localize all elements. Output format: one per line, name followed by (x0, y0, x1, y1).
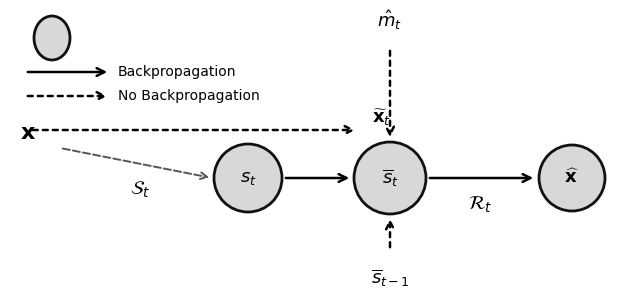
Text: $\mathcal{S}_t$: $\mathcal{S}_t$ (130, 180, 150, 200)
Ellipse shape (539, 145, 605, 211)
Text: No Backpropagation: No Backpropagation (118, 89, 260, 103)
Text: $\widetilde{\mathbf{x}}_t$: $\widetilde{\mathbf{x}}_t$ (372, 108, 391, 129)
Text: $\hat{m}_t$: $\hat{m}_t$ (378, 8, 403, 32)
Text: Backpropagation: Backpropagation (118, 65, 237, 79)
Text: $\overline{s}_{t-1}$: $\overline{s}_{t-1}$ (371, 267, 410, 289)
Text: $\mathbf{x}$: $\mathbf{x}$ (20, 123, 36, 143)
Text: $\mathcal{R}_t$: $\mathcal{R}_t$ (468, 195, 492, 215)
Text: $\widehat{\mathbf{x}}$: $\widehat{\mathbf{x}}$ (564, 169, 580, 187)
Text: $s_t$: $s_t$ (239, 169, 257, 187)
Ellipse shape (214, 144, 282, 212)
Ellipse shape (354, 142, 426, 214)
Text: $\overline{s}_t$: $\overline{s}_t$ (381, 167, 399, 189)
Ellipse shape (34, 16, 70, 60)
